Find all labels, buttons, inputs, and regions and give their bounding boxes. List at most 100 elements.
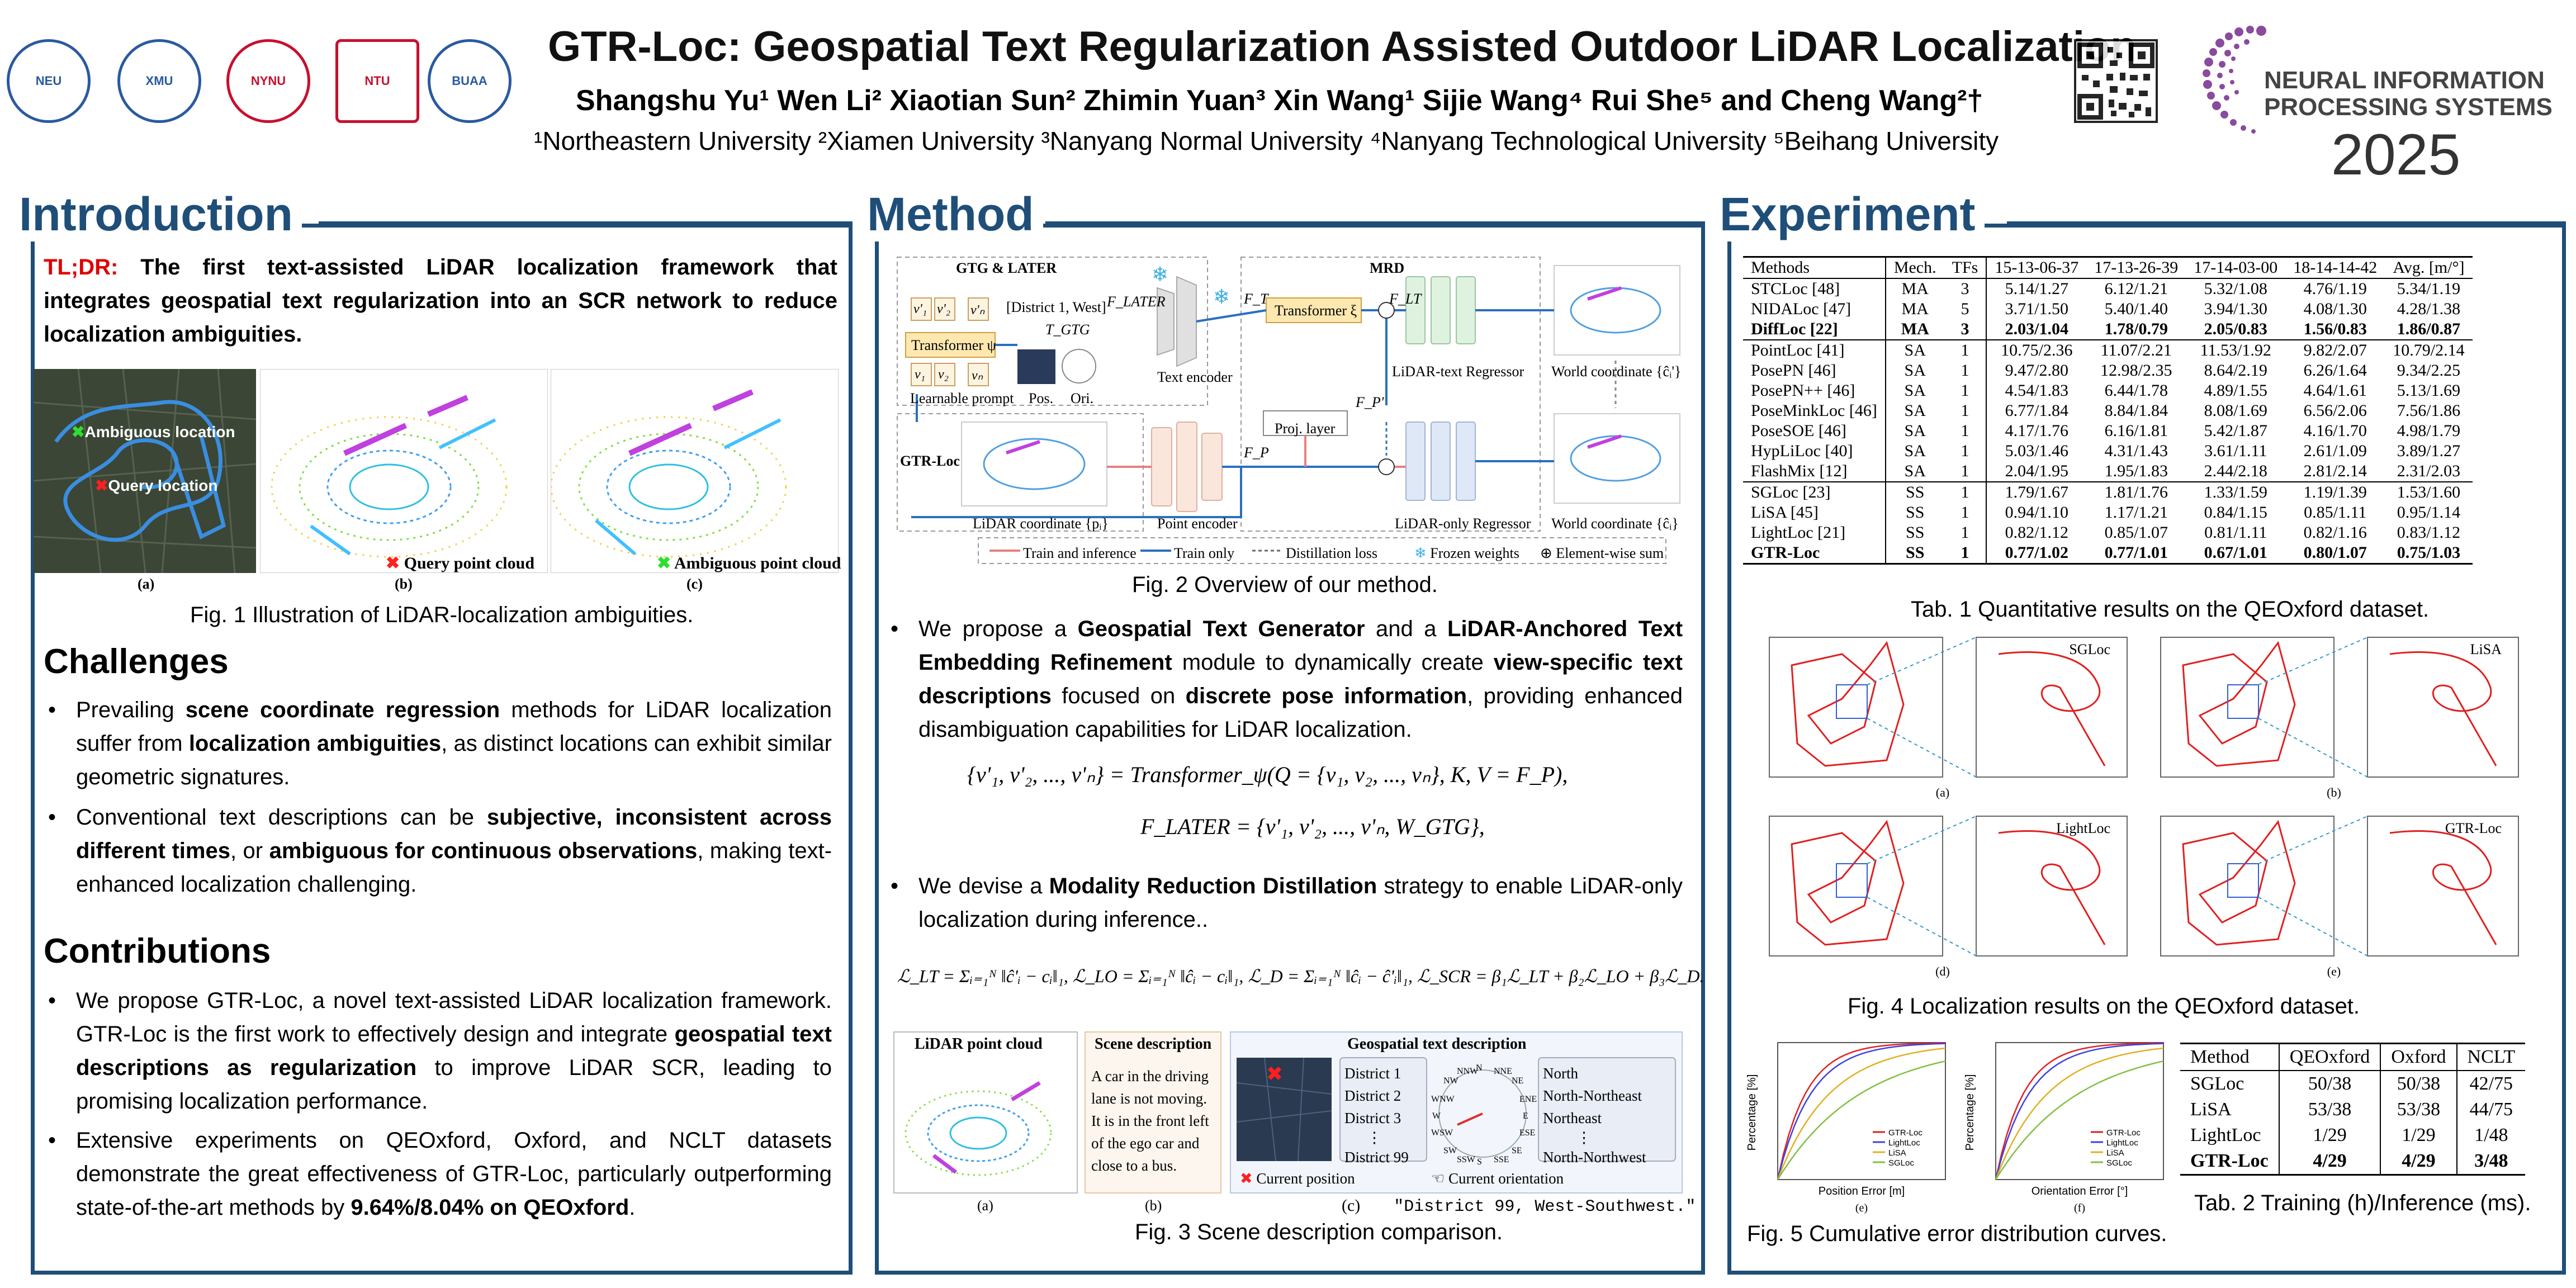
method-point-2: We devise a Modality Reduction Distillat… [886, 869, 1683, 936]
compass-label: N [1476, 1063, 1483, 1073]
table-cell: 4.89/1.55 [2204, 381, 2267, 400]
fig4-trajectory [1791, 820, 1905, 946]
table-cell: 1 [1944, 381, 1987, 401]
table-row: FlashMix [12] SA 1 2.04/1.95 1.95/1.83 2.44/2… [1743, 461, 2473, 482]
fig3-current-position: ✖ Current position [1240, 1170, 1355, 1187]
compass-label: NE [1512, 1076, 1524, 1086]
fig2-token-vn: vₙ [972, 368, 983, 383]
table-cell: 1 [1944, 543, 1987, 565]
fig1-sub-b: (b) [395, 576, 413, 592]
table-cell: 3 [1944, 319, 1987, 340]
table-row: PointLoc [41] SA 1 10.75/2.36 11.07/2.21 11.5… [1743, 339, 2473, 361]
fig2-proj-layer: Proj. layer [1275, 420, 1336, 437]
table-cell: LiSA [45] [1743, 503, 1886, 523]
fig2-district: [District 1, West] [1006, 299, 1106, 315]
qr-code[interactable] [2074, 39, 2158, 123]
compass-label: SSE [1494, 1155, 1509, 1164]
fig4-zoom-box [2227, 684, 2259, 719]
table-cell: 9.47/2.80 [2005, 361, 2068, 380]
table-cell: 5 [1944, 299, 1987, 319]
fig2-token-v2: v₂ [938, 367, 949, 382]
fig4-zoom-trajectory [1998, 830, 2106, 945]
table-cell: SA [1904, 442, 1926, 460]
table-cell: 4.54/1.83 [2005, 381, 2068, 400]
table-header-cell: Avg. [m/°] [2385, 256, 2473, 279]
table-cell: PoseMinkLoc [46] [1743, 401, 1886, 421]
fig4-sub-label: (a) [1936, 785, 1949, 799]
fig3-sub-b: (b) [1145, 1197, 1162, 1214]
table-cell: 0.77/1.01 [2086, 543, 2186, 565]
table-cell: 5.40/1.40 [2104, 300, 2168, 318]
fig5-curve [1777, 1043, 1946, 1180]
table-cell: 44/75 [2469, 1099, 2513, 1120]
table-cell: 53/38 [2279, 1097, 2381, 1123]
compass-label: W [1432, 1111, 1441, 1121]
table-cell: 2.04/1.95 [2005, 462, 2068, 480]
fig1-sub-a: (a) [138, 576, 155, 592]
table-cell: 1.81/1.76 [2086, 481, 2186, 503]
table-cell: 53/38 [2380, 1097, 2457, 1123]
table-header-cell: Methods [1743, 256, 1886, 279]
table-cell: MA [1901, 300, 1929, 318]
fig1-sub-c: (c) [686, 576, 703, 592]
fig3-sub-c-quote: (c) "District 99, West-Southwest." [1342, 1196, 1696, 1216]
fig1-map-image [33, 368, 257, 574]
fig3-geo-panel [1230, 1031, 1683, 1194]
fig2-legend-train-only: Train only [1174, 545, 1235, 561]
table-row: LiSA 53/38 53/38 44/75 [2180, 1097, 2525, 1123]
fig5-curve [1995, 1043, 2164, 1180]
fig2-text-encoder: Text encoder [1157, 369, 1233, 385]
table-header-cell: NCLT [2456, 1043, 2526, 1071]
fig1-caption: Fig. 1 Illustration of LiDAR-localizatio… [190, 603, 694, 627]
contribution-1: We propose GTR-Loc, a novel text-assiste… [44, 984, 832, 1118]
challenges-heading: Challenges [44, 642, 229, 681]
table-cell: SGLoc [2180, 1071, 2280, 1097]
fig4-zoom-trajectory [2389, 651, 2497, 766]
fig5-legend-entry: SGLoc [1888, 1158, 1914, 1168]
fig2-lo-regressor: LiDAR-only Regressor [1395, 515, 1531, 532]
table-cell: 4.17/1.76 [2005, 422, 2068, 440]
table-cell: 9.34/2.25 [2397, 361, 2461, 380]
table-cell: 3.71/1.50 [2005, 300, 2068, 318]
fig4-zoom-box [1836, 684, 1868, 719]
method-heading-rule [1045, 221, 1705, 227]
table-cell: 5.03/1.46 [2005, 442, 2068, 460]
fig1-query-cloud-label: ✖ Query point cloud [386, 554, 535, 572]
fig3-geo-title: Geospatial text description [1347, 1035, 1527, 1053]
fig2-token-v1p: v'₁ [913, 302, 927, 316]
fig2-mrd-label: MRD [1370, 260, 1405, 276]
fig2-overview-diagram [894, 254, 1688, 567]
table-cell: 3.94/1.30 [2204, 300, 2267, 318]
table-row: STCLoc [48] MA 3 5.14/1.27 6.12/1.21 5.32/1.0… [1743, 278, 2473, 299]
table-cell: 1.33/1.59 [2186, 481, 2286, 503]
fig3-caption: Fig. 3 Scene description comparison. [1135, 1220, 1503, 1244]
fig2-legend-train-inference: Train and inference [1023, 545, 1137, 561]
table-cell: 10.75/2.36 [1986, 339, 2087, 361]
fig2-token-vnp: v'ₙ [970, 303, 985, 318]
table-cell: 6.44/1.78 [2104, 381, 2168, 400]
table-header-cell: 18-14-14-42 [2285, 256, 2385, 279]
table-cell: 10.79/2.14 [2385, 339, 2473, 361]
table-row: PosePN [46] SA 1 9.47/2.80 12.98/2.35 8.64/2.… [1743, 361, 2473, 381]
tldr: TL;DR: The first text-assisted LiDAR loc… [44, 255, 837, 347]
compass-label: NW [1443, 1076, 1459, 1086]
table-cell: HypLiLoc [40] [1743, 441, 1886, 461]
fig1-ambiguous-label: ✖Ambiguous location [72, 423, 235, 441]
table-cell: 0.67/1.01 [2186, 543, 2286, 565]
table-cell: 0.82/1.16 [2303, 523, 2367, 542]
table-cell: 12.98/2.35 [2100, 361, 2172, 380]
table-cell: 5.34/1.19 [2397, 280, 2461, 298]
table-cell: LightLoc [21] [1743, 523, 1886, 543]
table-cell: 3.61/1.11 [2204, 442, 2267, 460]
table-cell: 6.77/1.84 [2005, 401, 2068, 420]
fig1-ambiguous-cloud-label: ✖ Ambiguous point cloud [657, 554, 841, 572]
table-cell: SA [1904, 422, 1926, 440]
fig4-zoom-trajectory [2389, 830, 2497, 945]
current-position-marker-icon: ✖ [1266, 1062, 1284, 1085]
equation-3: ℒ_LT = Σᵢ₌₁ᴺ ‖ĉ'ᵢ − cᵢ‖₁, ℒ_LO = Σᵢ₌₁ᴺ ‖… [897, 966, 1704, 986]
fig3-lidar-title: LiDAR point cloud [911, 1035, 1046, 1053]
table-header-cell: Method [2180, 1043, 2280, 1071]
table-cell: 1 [1944, 481, 1987, 503]
